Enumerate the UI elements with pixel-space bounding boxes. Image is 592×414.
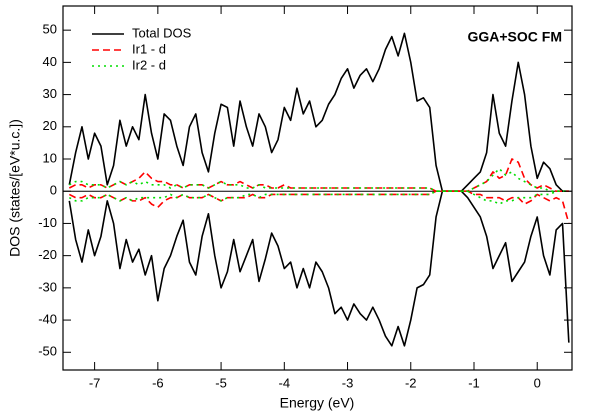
x-tick-label: -1 [468,375,480,390]
y-tick-label: 50 [43,22,57,37]
dos-line [68,190,570,224]
x-tick-label: -5 [215,375,227,390]
dos-line [68,190,569,205]
y-tick-label: -20 [38,247,57,262]
y-tick-label: -40 [38,312,57,327]
plot-area [63,32,572,347]
y-tick-label: -10 [38,215,57,230]
x-tick-label: 0 [534,375,541,390]
dos-line [68,190,570,347]
x-tick-label: -2 [405,375,417,390]
y-tick-label: 20 [43,118,57,133]
x-axis-label: Energy (eV) [280,395,355,411]
y-tick-label: 30 [43,86,57,101]
annotation: GGA+SOC FM [467,29,562,45]
y-tick-label: 40 [43,54,57,69]
x-tick-label: -6 [152,375,164,390]
y-tick-label: -50 [38,344,57,359]
dos-line [68,158,569,193]
y-tick-label: -30 [38,279,57,294]
dos-line [68,167,569,193]
legend-label: Ir1 - d [132,41,166,56]
x-tick-label: -7 [89,375,101,390]
dos-line [68,32,569,193]
y-axis-label: DOS (states/[eV*u.c.]) [7,119,23,257]
x-tick-label: -4 [279,375,291,390]
legend-label: Ir2 - d [132,57,166,72]
y-tick-label: 0 [50,183,57,198]
x-tick-label: -3 [342,375,354,390]
y-tick-label: 10 [43,150,57,165]
plot-frame [62,5,573,371]
legend-label: Total DOS [132,25,192,40]
